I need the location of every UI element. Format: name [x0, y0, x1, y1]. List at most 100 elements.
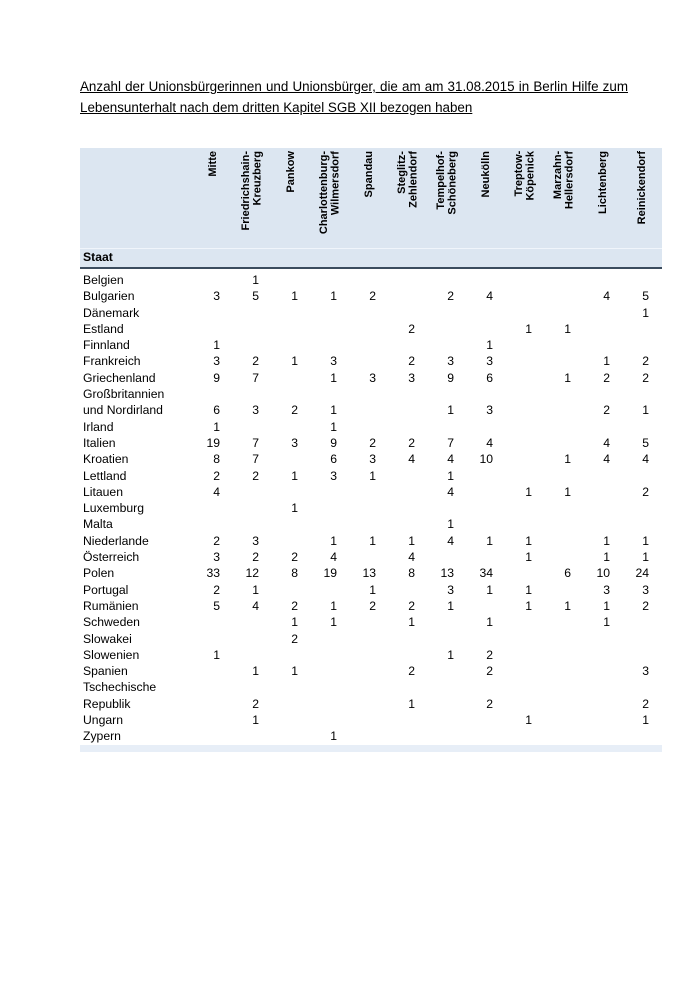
value-cell	[467, 598, 506, 614]
value-cell: 4	[603, 289, 610, 304]
value-cell	[389, 647, 428, 663]
column-header-label: Marzahn- Hellersdorf	[552, 151, 576, 210]
column-header: Reinickendorf	[623, 148, 662, 249]
value-cell	[311, 500, 350, 516]
value-cell: 1	[564, 321, 571, 336]
value-cell: 3	[252, 403, 259, 418]
value-cell: 2	[642, 370, 649, 385]
column-header-label: Friedrichshain- Kreuzberg	[240, 151, 264, 231]
value-cell	[389, 631, 428, 647]
value-cell: 2	[252, 468, 259, 483]
value-cell: 2	[252, 550, 259, 565]
value-cell	[272, 516, 311, 532]
value-cell	[467, 516, 506, 532]
table-row: Finnland 1 1	[80, 337, 662, 353]
value-cell: 1	[291, 501, 298, 516]
value-cell: 6	[213, 403, 220, 418]
value-cell	[584, 305, 623, 321]
value-cell	[233, 321, 272, 337]
value-cell	[350, 337, 389, 353]
row-label: Lettland	[83, 468, 127, 483]
value-cell	[233, 631, 272, 647]
table-row: Österreich 3 2 2 4 4 1 1 1	[80, 549, 662, 565]
value-cell	[350, 549, 389, 565]
value-cell	[350, 663, 389, 679]
value-cell	[623, 516, 662, 532]
value-cell	[233, 516, 272, 532]
value-cell	[272, 321, 311, 337]
value-cell: 1	[291, 354, 298, 369]
value-cell	[428, 321, 467, 337]
value-cell	[428, 728, 467, 744]
value-cell: 13	[362, 566, 376, 581]
row-label: Rumänien	[83, 598, 139, 613]
table-row: Polen 33 12 8 19 13 8 13 34 6 10 24	[80, 565, 662, 581]
value-cell: 3	[213, 289, 220, 304]
row-label: Irland	[83, 419, 114, 434]
value-cell	[545, 549, 584, 565]
value-cell: 1	[525, 533, 532, 548]
value-cell: 5	[642, 435, 649, 450]
value-cell	[584, 663, 623, 679]
value-cell: 4	[252, 598, 259, 613]
row-label: Dänemark	[83, 305, 140, 320]
value-cell: 4	[408, 550, 415, 565]
value-cell	[623, 647, 662, 663]
value-cell	[623, 614, 662, 630]
value-cell: 2	[486, 696, 493, 711]
table-row: Griechenland 9 7 1 3 3 9 6 1 2 2	[80, 370, 662, 386]
document-title: Anzahl der Unionsbürgerinnen und Unionsb…	[80, 79, 628, 115]
value-cell	[272, 370, 311, 386]
value-cell	[311, 305, 350, 321]
value-cell: 12	[245, 566, 259, 581]
table-row: Tschechische Republik 2 1 2 2	[80, 679, 662, 712]
column-header: Charlottenburg- Wilmersdorf	[311, 148, 350, 249]
value-cell: 2	[642, 598, 649, 613]
value-cell	[311, 679, 350, 712]
value-cell: 1	[603, 533, 610, 548]
row-label: Belgien	[83, 273, 124, 287]
row-label: Frankreich	[83, 354, 141, 369]
value-cell	[272, 305, 311, 321]
table-row: Portugal 2 1 1 3 1 1 3 3	[80, 582, 662, 598]
value-cell	[350, 712, 389, 728]
value-cell: 2	[408, 321, 415, 336]
value-cell	[545, 337, 584, 353]
value-cell: 1	[291, 615, 298, 630]
value-cell	[545, 663, 584, 679]
value-cell	[584, 516, 623, 532]
table-row: Luxemburg 1	[80, 500, 662, 516]
value-cell	[389, 500, 428, 516]
value-cell: 1	[603, 550, 610, 565]
row-label: Italien	[83, 435, 116, 450]
value-cell: 1	[642, 550, 649, 565]
value-cell	[350, 679, 389, 712]
value-cell: 24	[635, 566, 649, 581]
value-cell	[545, 419, 584, 435]
table-footer	[80, 744, 662, 752]
value-cell	[584, 337, 623, 353]
value-cell	[233, 614, 272, 630]
value-cell: 7	[252, 435, 259, 450]
value-cell: 1	[330, 729, 337, 744]
value-cell: 2	[369, 289, 376, 304]
table-row: Irland 1 1	[80, 419, 662, 435]
value-cell	[233, 305, 272, 321]
value-cell	[506, 516, 545, 532]
value-cell: 1	[330, 419, 337, 434]
value-cell	[194, 614, 233, 630]
value-cell: 2	[291, 403, 298, 418]
value-cell: 1	[486, 582, 493, 597]
row-label: Österreich	[83, 550, 140, 565]
value-cell	[272, 712, 311, 728]
value-cell	[545, 712, 584, 728]
value-cell	[350, 386, 389, 419]
value-cell: 3	[213, 550, 220, 565]
column-header: Mitte	[194, 148, 233, 249]
column-header: Pankow	[272, 148, 311, 249]
value-cell	[467, 268, 506, 288]
value-cell	[272, 647, 311, 663]
value-cell: 1	[408, 696, 415, 711]
value-cell: 1	[447, 403, 454, 418]
value-cell: 19	[206, 435, 220, 450]
